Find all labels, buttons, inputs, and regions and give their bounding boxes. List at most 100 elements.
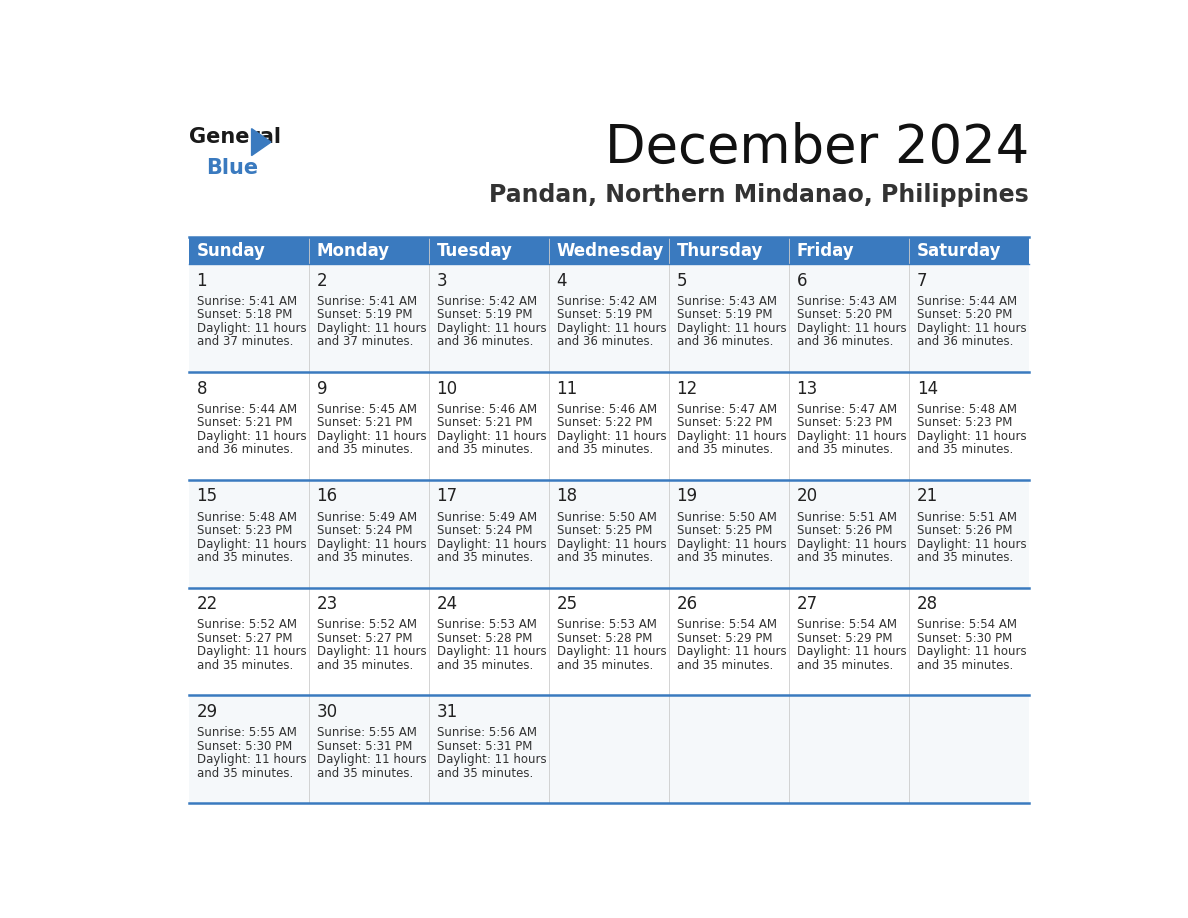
Text: Daylight: 11 hours: Daylight: 11 hours (196, 645, 307, 658)
Polygon shape (252, 129, 271, 155)
Text: Daylight: 11 hours: Daylight: 11 hours (677, 645, 786, 658)
Text: and 36 minutes.: and 36 minutes. (797, 335, 893, 349)
Text: Sunset: 5:19 PM: Sunset: 5:19 PM (557, 308, 652, 321)
Text: Sunrise: 5:56 AM: Sunrise: 5:56 AM (436, 726, 537, 739)
Text: 15: 15 (196, 487, 217, 506)
Text: 26: 26 (677, 595, 697, 613)
Text: and 35 minutes.: and 35 minutes. (196, 767, 292, 779)
Text: Saturday: Saturday (917, 241, 1001, 260)
Text: Thursday: Thursday (677, 241, 763, 260)
Text: 12: 12 (677, 380, 697, 397)
Text: 2: 2 (316, 272, 327, 290)
Text: Sunset: 5:22 PM: Sunset: 5:22 PM (557, 416, 652, 430)
Text: 6: 6 (797, 272, 807, 290)
Text: 27: 27 (797, 595, 817, 613)
Bar (669, 237, 789, 264)
Text: and 36 minutes.: and 36 minutes. (677, 335, 773, 349)
Text: 18: 18 (557, 487, 577, 506)
Text: Sunrise: 5:41 AM: Sunrise: 5:41 AM (196, 295, 297, 308)
Text: Sunrise: 5:42 AM: Sunrise: 5:42 AM (557, 295, 657, 308)
Text: 5: 5 (677, 272, 687, 290)
Text: 19: 19 (677, 487, 697, 506)
Bar (429, 237, 549, 264)
Text: Sunset: 5:24 PM: Sunset: 5:24 PM (316, 524, 412, 537)
Text: Sunset: 5:23 PM: Sunset: 5:23 PM (196, 524, 292, 537)
Text: Sunrise: 5:48 AM: Sunrise: 5:48 AM (917, 403, 1017, 416)
Text: Sunrise: 5:43 AM: Sunrise: 5:43 AM (797, 295, 897, 308)
Bar (189, 264, 1029, 372)
Text: 14: 14 (917, 380, 937, 397)
Text: 4: 4 (557, 272, 567, 290)
Text: Sunset: 5:26 PM: Sunset: 5:26 PM (917, 524, 1012, 537)
Text: and 35 minutes.: and 35 minutes. (797, 443, 893, 456)
Text: and 36 minutes.: and 36 minutes. (196, 443, 293, 456)
Text: Daylight: 11 hours: Daylight: 11 hours (797, 538, 906, 551)
Text: Daylight: 11 hours: Daylight: 11 hours (196, 322, 307, 335)
Text: Sunrise: 5:52 AM: Sunrise: 5:52 AM (316, 619, 417, 632)
Text: and 35 minutes.: and 35 minutes. (557, 551, 653, 564)
Text: Sunset: 5:23 PM: Sunset: 5:23 PM (917, 416, 1012, 430)
Text: Sunset: 5:26 PM: Sunset: 5:26 PM (797, 524, 892, 537)
Text: Sunrise: 5:46 AM: Sunrise: 5:46 AM (557, 403, 657, 416)
Text: Daylight: 11 hours: Daylight: 11 hours (917, 538, 1026, 551)
Text: and 35 minutes.: and 35 minutes. (316, 443, 412, 456)
Text: General: General (189, 127, 280, 147)
Text: Daylight: 11 hours: Daylight: 11 hours (436, 753, 546, 767)
Text: Sunset: 5:19 PM: Sunset: 5:19 PM (316, 308, 412, 321)
Text: and 35 minutes.: and 35 minutes. (797, 659, 893, 672)
Text: Sunrise: 5:44 AM: Sunrise: 5:44 AM (196, 403, 297, 416)
Bar (549, 237, 669, 264)
Text: and 37 minutes.: and 37 minutes. (196, 335, 293, 349)
Text: 16: 16 (316, 487, 337, 506)
Text: Sunrise: 5:41 AM: Sunrise: 5:41 AM (316, 295, 417, 308)
Text: Daylight: 11 hours: Daylight: 11 hours (557, 645, 666, 658)
Text: Daylight: 11 hours: Daylight: 11 hours (316, 322, 426, 335)
Text: Daylight: 11 hours: Daylight: 11 hours (677, 322, 786, 335)
Text: and 35 minutes.: and 35 minutes. (436, 767, 533, 779)
Text: Daylight: 11 hours: Daylight: 11 hours (436, 430, 546, 442)
Text: Sunset: 5:18 PM: Sunset: 5:18 PM (196, 308, 292, 321)
Text: 11: 11 (557, 380, 577, 397)
Text: and 35 minutes.: and 35 minutes. (436, 659, 533, 672)
Text: Sunrise: 5:49 AM: Sunrise: 5:49 AM (436, 510, 537, 523)
Text: Daylight: 11 hours: Daylight: 11 hours (557, 538, 666, 551)
Text: Daylight: 11 hours: Daylight: 11 hours (196, 753, 307, 767)
Text: Sunrise: 5:48 AM: Sunrise: 5:48 AM (196, 510, 297, 523)
Text: 21: 21 (917, 487, 937, 506)
Text: Sunrise: 5:42 AM: Sunrise: 5:42 AM (436, 295, 537, 308)
Text: 13: 13 (797, 380, 817, 397)
Text: Daylight: 11 hours: Daylight: 11 hours (797, 430, 906, 442)
Text: and 35 minutes.: and 35 minutes. (196, 551, 292, 564)
Text: Sunrise: 5:45 AM: Sunrise: 5:45 AM (316, 403, 417, 416)
Text: and 35 minutes.: and 35 minutes. (557, 443, 653, 456)
Text: 7: 7 (917, 272, 927, 290)
Text: Daylight: 11 hours: Daylight: 11 hours (436, 538, 546, 551)
Text: Daylight: 11 hours: Daylight: 11 hours (917, 322, 1026, 335)
Text: 8: 8 (196, 380, 207, 397)
Text: Sunset: 5:28 PM: Sunset: 5:28 PM (557, 632, 652, 644)
Text: Daylight: 11 hours: Daylight: 11 hours (316, 753, 426, 767)
Bar (189, 695, 1029, 803)
Text: Sunrise: 5:51 AM: Sunrise: 5:51 AM (797, 510, 897, 523)
Text: Daylight: 11 hours: Daylight: 11 hours (316, 645, 426, 658)
Bar (189, 372, 1029, 480)
Text: Daylight: 11 hours: Daylight: 11 hours (557, 322, 666, 335)
Text: Sunset: 5:20 PM: Sunset: 5:20 PM (797, 308, 892, 321)
Text: 30: 30 (316, 703, 337, 721)
Text: Pandan, Northern Mindanao, Philippines: Pandan, Northern Mindanao, Philippines (489, 184, 1029, 207)
Text: and 35 minutes.: and 35 minutes. (436, 443, 533, 456)
Text: Sunset: 5:21 PM: Sunset: 5:21 PM (316, 416, 412, 430)
Text: Sunset: 5:30 PM: Sunset: 5:30 PM (196, 740, 292, 753)
Text: Blue: Blue (206, 158, 258, 178)
Text: Sunrise: 5:47 AM: Sunrise: 5:47 AM (677, 403, 777, 416)
Text: Sunset: 5:19 PM: Sunset: 5:19 PM (436, 308, 532, 321)
Text: and 36 minutes.: and 36 minutes. (436, 335, 533, 349)
Text: and 35 minutes.: and 35 minutes. (316, 659, 412, 672)
Text: Daylight: 11 hours: Daylight: 11 hours (917, 645, 1026, 658)
Text: Sunset: 5:25 PM: Sunset: 5:25 PM (557, 524, 652, 537)
Text: and 36 minutes.: and 36 minutes. (557, 335, 653, 349)
Text: Tuesday: Tuesday (436, 241, 512, 260)
Text: Friday: Friday (797, 241, 854, 260)
Text: Daylight: 11 hours: Daylight: 11 hours (436, 645, 546, 658)
Text: Sunrise: 5:55 AM: Sunrise: 5:55 AM (196, 726, 297, 739)
